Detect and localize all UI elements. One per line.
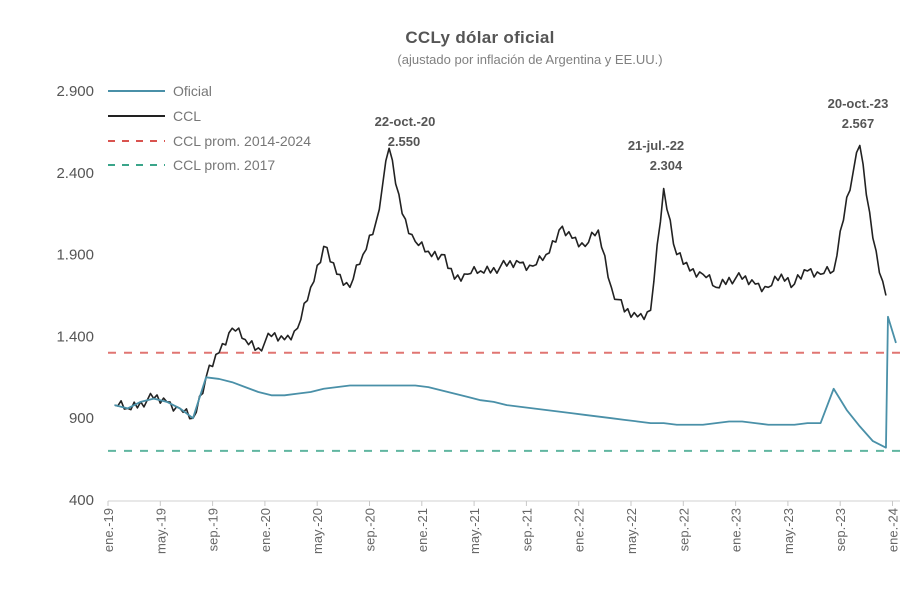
legend-label: CCL prom. 2014-2024 (173, 133, 311, 149)
ccl-series-line (114, 144, 887, 420)
x-axis: ene.-19 may.-19 sep.-19 ene.-20 may.-20 sep.-… (101, 500, 900, 554)
annotation-value: 2.567 (842, 116, 875, 131)
annotation-date: 22-oct.-20 (375, 114, 436, 129)
y-tick-label: 900 (69, 410, 94, 427)
series-lines (114, 144, 897, 449)
y-tick-label: 2.400 (56, 165, 94, 182)
x-tick-label: sep.-20 (363, 508, 378, 551)
legend-item: CCL prom. 2017 (108, 157, 275, 173)
legend: Oficial CCL CCL prom. 2014-2024 CCL prom. 2… (108, 83, 311, 173)
x-tick-label: ene.-24 (886, 508, 900, 552)
annotation-value: 2.304 (650, 158, 683, 173)
legend-label: CCL prom. 2017 (173, 157, 275, 173)
x-tick-label: ene.-20 (258, 508, 273, 552)
x-tick-label: may.-21 (467, 508, 482, 554)
y-tick-label: 1.900 (56, 247, 94, 264)
x-tick-label: may.-22 (624, 508, 639, 554)
y-tick-label: 1.400 (56, 328, 94, 345)
peak-annotations: 22-oct.-20 2.550 21-jul.-22 2.304 20-oct.-23… (375, 96, 889, 173)
annotation-date: 20-oct.-23 (828, 96, 889, 111)
x-tick-label: sep.-23 (833, 508, 848, 551)
x-tick-label: may.-20 (310, 508, 325, 554)
legend-item: Oficial (108, 83, 212, 99)
x-tick-label: ene.-22 (572, 508, 587, 552)
legend-label: CCL (173, 108, 201, 124)
reference-lines (108, 351, 900, 452)
y-axis: 400 900 1.400 1.900 2.400 2.900 (56, 83, 94, 509)
chart-subtitle: (ajustado por inflación de Argentina y E… (397, 52, 663, 67)
x-tick-label: ene.-23 (729, 508, 744, 552)
x-tick-label: ene.-21 (415, 508, 430, 552)
oficial-series-line (114, 315, 897, 449)
y-tick-label: 400 (69, 492, 94, 509)
y-tick-label: 2.900 (56, 83, 94, 100)
x-tick-label: ene.-19 (101, 508, 116, 552)
x-tick-label: may.-19 (153, 508, 168, 554)
x-tick-label: sep.-21 (519, 508, 534, 551)
annotation-date: 21-jul.-22 (628, 138, 684, 153)
legend-item: CCL (108, 108, 201, 124)
x-tick-label: sep.-19 (206, 508, 221, 551)
legend-item: CCL prom. 2014-2024 (108, 133, 311, 149)
x-tick-label: sep.-22 (676, 508, 691, 551)
legend-label: Oficial (173, 83, 212, 99)
annotation-value: 2.550 (388, 134, 421, 149)
x-tick-label: may.-23 (781, 508, 796, 554)
chart-title: CCLy dólar oficial (405, 28, 555, 47)
